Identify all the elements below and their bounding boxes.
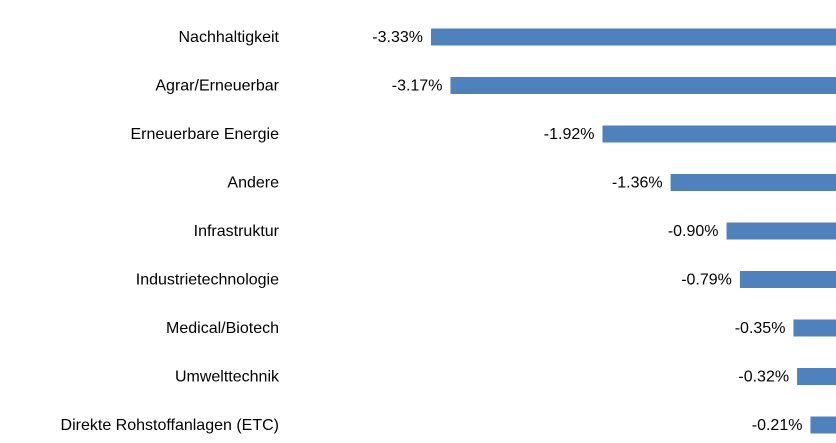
bar bbox=[431, 28, 836, 46]
value-label: -1.36% bbox=[612, 175, 663, 192]
bar bbox=[602, 125, 836, 143]
value-label: -0.21% bbox=[752, 417, 803, 434]
value-label: -0.32% bbox=[738, 369, 789, 386]
bar bbox=[797, 368, 836, 385]
bar bbox=[670, 174, 836, 191]
category-label: Industrietechnologie bbox=[136, 272, 279, 289]
category-label: Medical/Biotech bbox=[166, 320, 279, 337]
bar bbox=[739, 271, 836, 288]
bar bbox=[793, 319, 836, 337]
value-label: -0.79% bbox=[681, 272, 732, 289]
category-label: Erneuerbare Energie bbox=[130, 126, 279, 143]
category-label: Nachhaltigkeit bbox=[179, 29, 280, 46]
value-label: -3.17% bbox=[392, 78, 443, 95]
bar bbox=[450, 77, 836, 94]
value-label: -1.92% bbox=[544, 126, 595, 143]
value-label: -0.90% bbox=[668, 223, 719, 240]
category-label: Andere bbox=[227, 175, 279, 192]
category-label: Agrar/Erneuerbar bbox=[155, 78, 279, 95]
category-label: Infrastruktur bbox=[194, 223, 280, 240]
category-label: Direkte Rohstoffanlagen (ETC) bbox=[61, 417, 279, 434]
value-label: -0.35% bbox=[735, 320, 786, 337]
value-label: -3.33% bbox=[372, 29, 423, 46]
bar bbox=[726, 222, 836, 240]
bar bbox=[810, 416, 836, 434]
category-label: Umwelttechnik bbox=[175, 369, 280, 386]
